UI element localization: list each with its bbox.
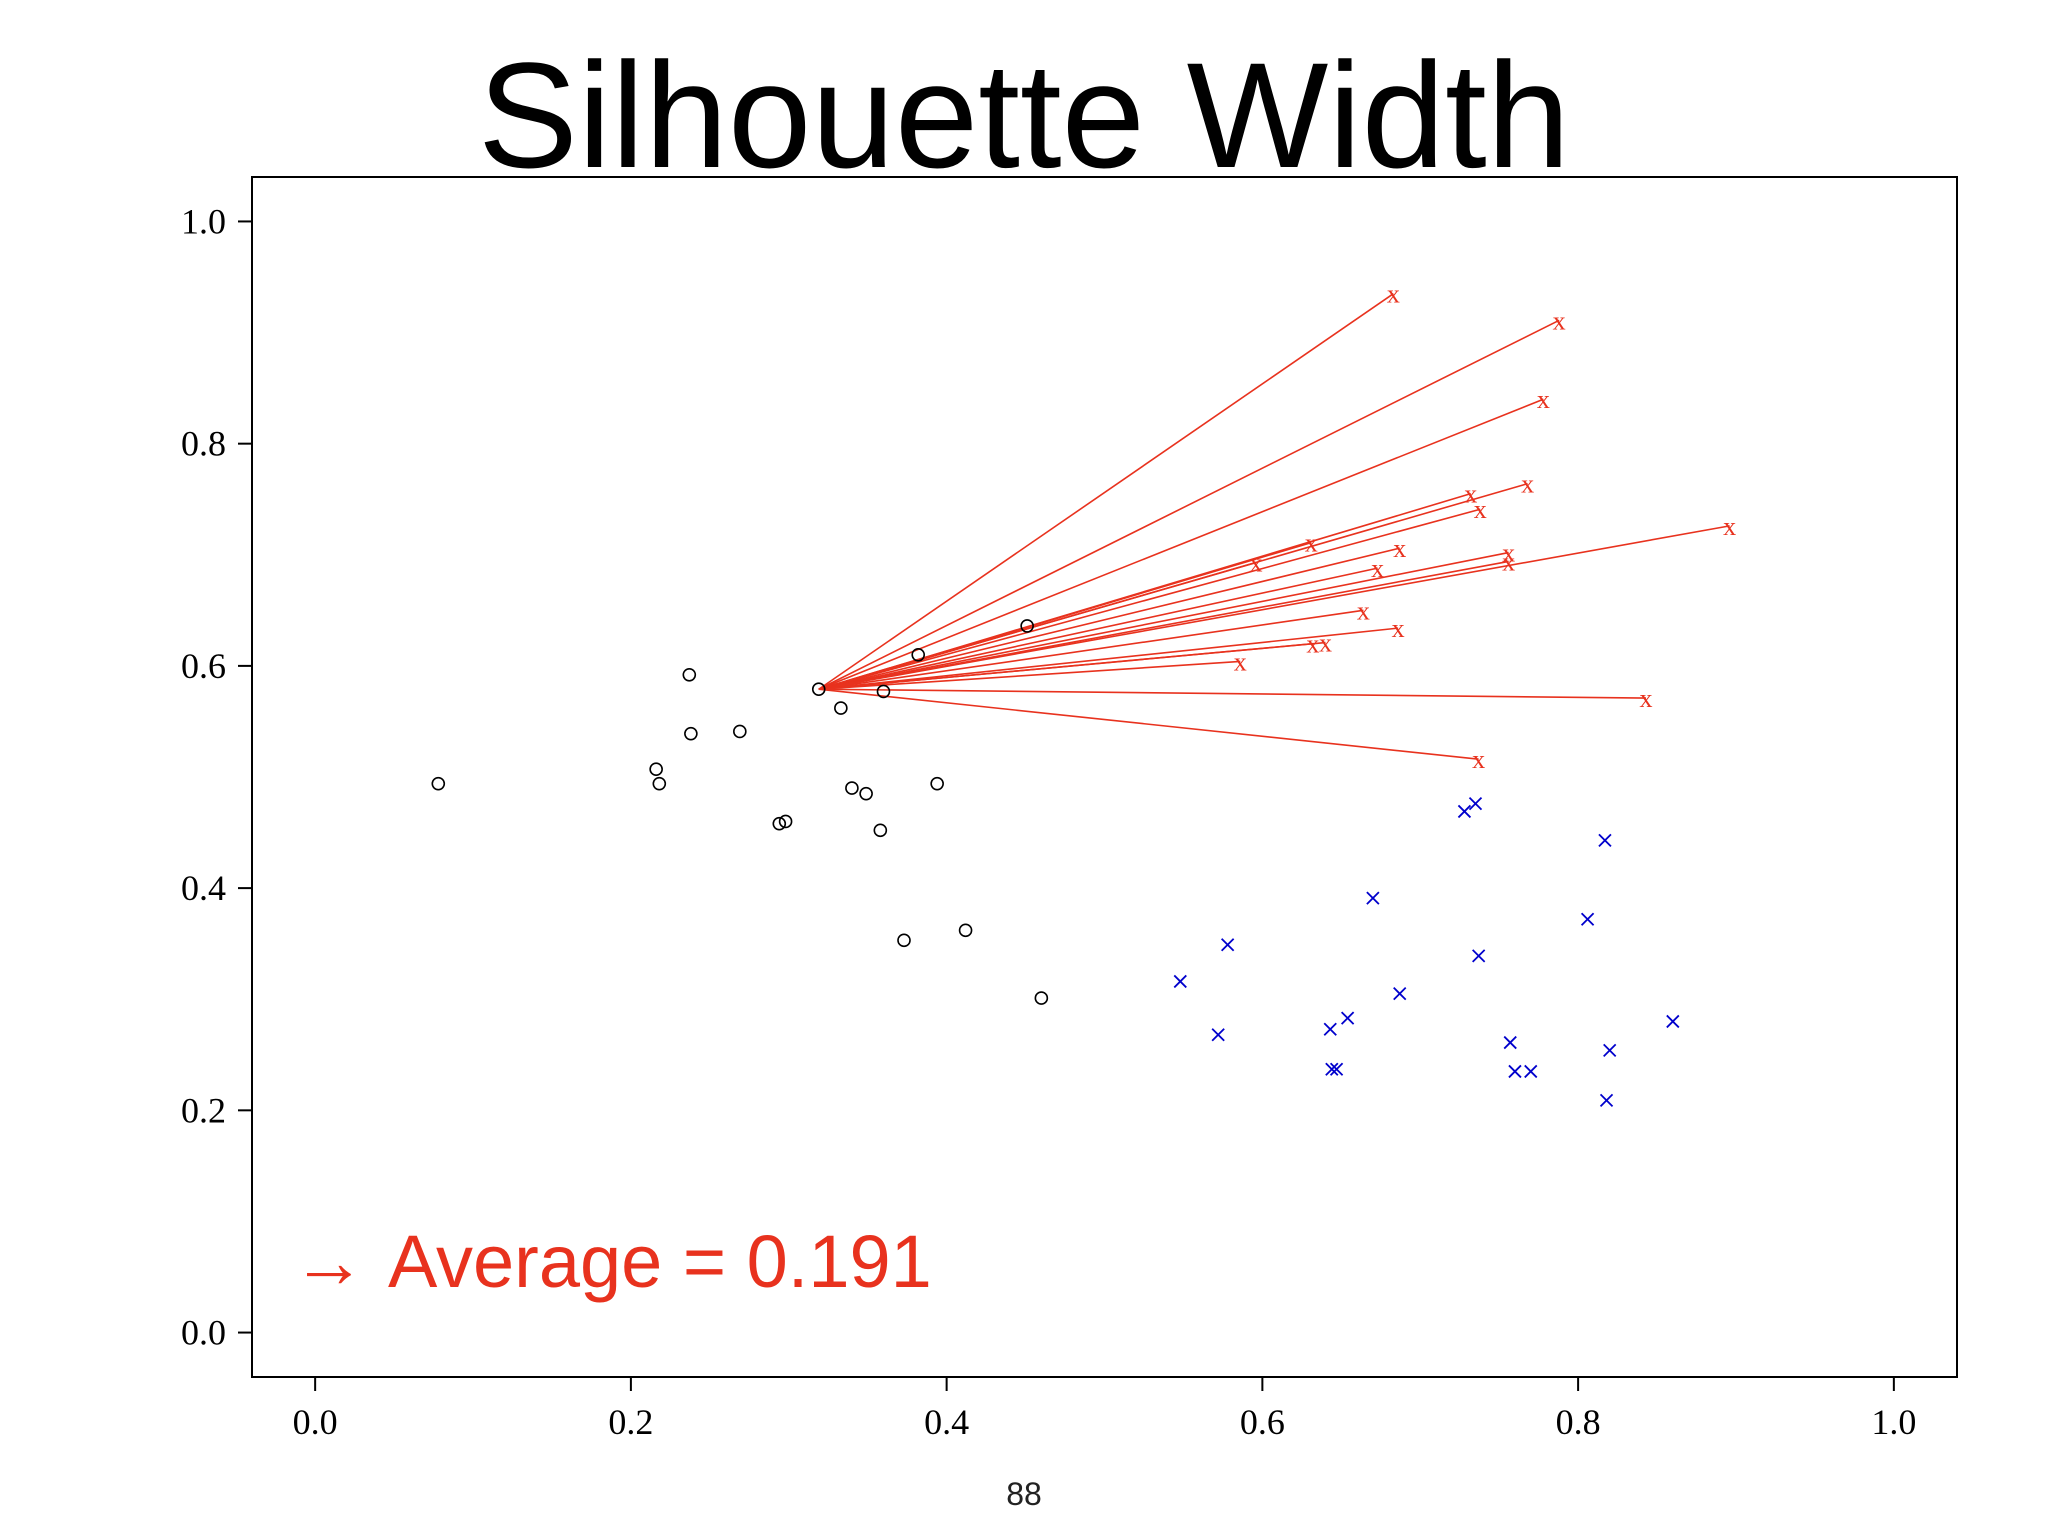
connector-line [818, 293, 1394, 690]
connector-line [818, 609, 1364, 691]
x-tick-label: 1.0 [1871, 1402, 1916, 1442]
data-point-circle [649, 762, 663, 777]
connector-line [818, 567, 1378, 691]
average-text: Average = 0.191 [388, 1220, 932, 1303]
data-point-x-blue [1173, 974, 1187, 989]
connector-line [818, 688, 1647, 699]
data-point-circle [682, 667, 697, 682]
data-point-circle [811, 682, 826, 697]
x-tick-label: 0.0 [293, 1402, 338, 1442]
data-point-x-red: x [1305, 529, 1318, 558]
y-tick-label: 0.4 [181, 868, 226, 908]
plot-frame [251, 176, 1958, 1378]
data-point-circle [1034, 991, 1049, 1005]
x-tick-label: 0.8 [1556, 1402, 1601, 1442]
data-point-circle [911, 647, 926, 662]
data-point-circle [859, 786, 873, 801]
y-tick-label: 0.8 [181, 424, 226, 464]
data-point-x-red: x [1502, 539, 1515, 568]
data-point-x-blue [1457, 804, 1472, 819]
data-point-circle [897, 933, 911, 948]
data-point-x-red: x [1723, 512, 1736, 541]
data-point-circle [431, 776, 446, 791]
connector-line [818, 560, 1509, 691]
axes: 0.0 0.2 0.4 0.6 0.8 1.0 0.0 0.2 0.4 0.6 0.8 1.0 [181, 201, 1916, 1442]
x-tick-label: 0.2 [608, 1402, 653, 1442]
data-point-x-red: x [1387, 280, 1400, 309]
data-point-circle [834, 701, 848, 715]
data-point-x-red: x [1306, 630, 1319, 659]
data-point-x-red: x [1521, 470, 1534, 499]
data-point-x-red: x [1537, 385, 1550, 414]
connector-line [818, 688, 1479, 761]
x-tick-label: 0.6 [1240, 1402, 1285, 1442]
connector-line [818, 319, 1560, 690]
data-point-x-red: x [1393, 534, 1406, 563]
data-point-x-red: x [1234, 647, 1247, 676]
x-tick-label: 0.4 [924, 1402, 969, 1442]
connector-line [818, 561, 1257, 690]
data-point-circle [778, 814, 793, 829]
data-point-x-blue [1366, 891, 1380, 905]
data-point-x-red: x [1502, 547, 1515, 576]
connector-line [818, 547, 1400, 690]
data-point-x-red: x [1472, 745, 1485, 774]
y-tick-label: 0.0 [181, 1313, 226, 1353]
connector-line [818, 641, 1326, 691]
slide-title: Silhouette Width [477, 31, 1571, 199]
data-point-x-blue [1598, 833, 1612, 847]
connector-line [818, 551, 1509, 691]
connector-lines [818, 293, 1730, 761]
data-point-x-red: x [1553, 306, 1566, 335]
data-point-x-blue [1211, 1028, 1225, 1042]
data-point-x-blue [1329, 1062, 1344, 1076]
connector-line [818, 398, 1544, 690]
data-point-x-blue [1666, 1014, 1680, 1029]
data-point-x-blue [1472, 949, 1486, 963]
y-tick-label: 0.2 [181, 1090, 226, 1130]
data-point-x-red: x [1250, 549, 1263, 578]
connector-line [818, 508, 1481, 690]
data-point-x-red: x [1319, 629, 1332, 658]
data-point-x-blue [1508, 1064, 1522, 1079]
data-point-circle [684, 726, 698, 741]
data-point-x-red: x [1392, 614, 1405, 643]
data-point-circle [958, 923, 973, 938]
data-point-circle [1020, 619, 1034, 633]
data-point-x-blue [1580, 912, 1595, 926]
data-point-x-blue [1325, 1062, 1339, 1076]
data-point-x-blue [1468, 797, 1483, 811]
data-point-circle [873, 823, 888, 838]
data-point-x-red: x [1464, 480, 1477, 509]
data-point-x-blue [1503, 1035, 1517, 1050]
average-annotation: → Average = 0.191 [292, 1218, 932, 1306]
data-point-x-red: x [1371, 554, 1384, 583]
data-point-circle [930, 776, 944, 791]
data-point-x-blue [1221, 938, 1235, 952]
data-point-circle [876, 684, 891, 699]
data-point-circle [845, 781, 859, 795]
y-tick-label: 1.0 [181, 201, 226, 241]
data-point-x-blue [1323, 1022, 1337, 1036]
data-point-x-red: x [1474, 495, 1487, 524]
data-point-circle [772, 816, 787, 831]
arrow-right-icon: → [292, 1220, 366, 1303]
data-point-circle [652, 776, 667, 791]
data-point-x-blue [1603, 1043, 1617, 1057]
data-point-x-red: x [1639, 684, 1652, 713]
data-point-x-red: x [1357, 596, 1370, 625]
y-tick-label: 0.6 [181, 646, 226, 686]
connector-line [818, 525, 1730, 691]
connector-line [818, 660, 1241, 691]
connector-line [818, 627, 1399, 691]
data-point-circle [733, 724, 747, 739]
page-number: 88 [1006, 1476, 1042, 1512]
data-point-x-blue [1393, 987, 1407, 1001]
data-point-x-blue [1599, 1093, 1614, 1107]
data-point-x-blue [1340, 1011, 1355, 1025]
data-point-x-blue [1524, 1064, 1538, 1079]
